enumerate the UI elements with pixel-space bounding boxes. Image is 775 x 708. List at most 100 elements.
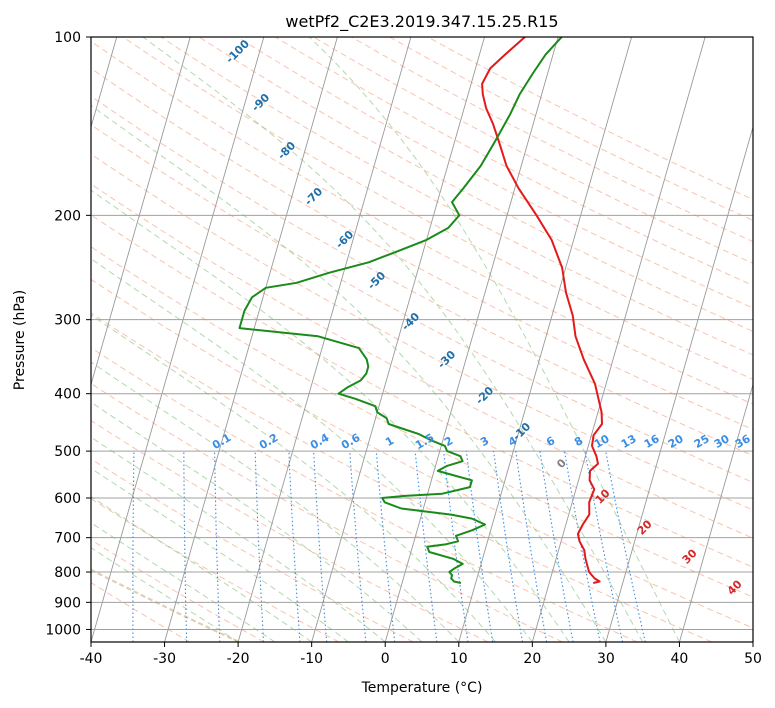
moist-adiabat [91,547,239,642]
mixing-ratio-label: 0.2 [257,431,280,452]
dry-adiabat [275,37,753,287]
dry-adiabat [91,246,753,598]
y-tick-label: 200 [54,208,81,224]
moist-adiabat [142,37,644,642]
isotherm [91,37,191,387]
dry-adiabat [91,568,240,642]
mixing-ratio-line [539,451,574,642]
dry-adiabat [91,312,712,642]
mixing-ratio-line [83,451,87,642]
x-tick-label: 20 [523,651,541,667]
moist-adiabat [91,522,276,642]
mixing-ratio-label: 30 [712,432,732,451]
dry-adiabat [91,67,753,431]
isotherm-label: -80 [275,139,298,162]
x-tick-label: -40 [80,651,103,667]
moist-adiabat [91,467,349,642]
isotherm-label: -20 [473,384,496,407]
moist-adiabat [91,496,312,642]
y-tick-label: 300 [54,313,81,329]
y-tick-label: 1000 [45,622,81,638]
isotherm [531,37,706,642]
x-tick-label: 10 [450,651,468,667]
y-tick-label: 800 [54,565,81,581]
moist-adiabat [91,401,423,642]
mixing-ratio-label: 13 [619,432,639,451]
plot-area [83,37,753,642]
isotherm [311,37,485,642]
dry-adiabat [91,124,753,483]
mixing-ratio-line [414,451,438,642]
mixing-ratio-label: 8 [572,434,585,449]
y-axis-title: Pressure (hPa) [12,290,28,390]
y-axis: 100 200 300 400 500 600 700 800 900 1000 [45,30,91,638]
dry-adiabat [91,183,753,539]
y-tick-label: 500 [54,444,81,460]
mixing-ratio-label: 0.4 [308,431,332,452]
mixing-ratio-label: 0.1 [210,431,233,452]
mixing-ratio-line [443,451,469,642]
isotherm-label: 20 [635,517,655,537]
x-axis-title: Temperature (°C) [361,680,483,696]
x-tick-label: 0 [381,651,390,667]
mixing-ratio-line [375,451,396,642]
mixing-ratio-line [288,451,301,642]
mixing-ratio-label: 25 [692,432,712,451]
y-tick-label: 600 [54,491,81,507]
moist-adiabat [91,361,460,642]
dry-adiabat [198,37,753,332]
dry-adiabat [91,347,638,642]
dry-adiabat [351,37,753,243]
isotherm-label: 40 [725,577,745,597]
x-tick-label: -10 [300,651,323,667]
moist-adiabat [91,104,607,642]
plot-frame [90,36,754,643]
moist-adiabat [91,314,496,642]
dry-adiabat [91,498,340,642]
mixing-ratio-label: 0.6 [339,431,363,452]
mixing-ratio-label: 16 [642,432,662,451]
isotherm-label: 30 [680,546,700,566]
mixing-ratio-line [584,451,624,642]
y-tick-label: 400 [54,387,81,403]
y-tick-label: 700 [54,531,81,547]
mixing-ratio-label: 6 [544,434,557,449]
mixing-ratio-line [214,451,221,642]
y-tick-label: 900 [54,595,81,611]
mixing-ratio-label: 3 [478,434,491,449]
dry-adiabat [91,214,753,568]
y-tick-label: 100 [54,30,81,46]
isotherm [91,37,265,642]
isotherm-label: -90 [249,91,272,114]
dry-adiabat [91,95,753,457]
dry-adiabat [91,382,563,642]
isotherm-label: -30 [435,348,458,371]
isotherm [679,382,753,642]
dry-adiabat [160,37,753,356]
x-tick-label: -30 [153,651,176,667]
mixing-ratio-line [493,451,524,642]
isotherm [164,37,338,642]
mixing-ratio-line [515,451,548,642]
mixing-ratio-label: 20 [666,432,686,451]
dry-adiabat [91,278,753,629]
dry-adiabat [313,37,753,264]
chart-title: wetPf2_C2E3.2019.347.15.25.R15 [285,12,558,32]
dewpoint-profile [238,37,563,584]
isotherm [752,640,753,642]
mixing-ratio-line [605,450,646,642]
x-tick-label: 30 [597,651,615,667]
x-tick-label: 40 [671,651,689,667]
mixing-ratio-label: 1 [383,434,396,449]
isotherm [458,37,633,642]
moist-adiabat [91,189,570,642]
dry-adiabat [91,153,753,511]
dry-adiabat [427,37,753,201]
x-tick-label: -20 [227,651,250,667]
isotherm-label: -50 [365,269,388,292]
dry-adiabat [91,40,753,405]
x-axis: -40 -30 -20 -10 0 10 20 30 40 50 [80,642,762,667]
moist-adiabat [91,258,533,642]
mixing-ratio-line [132,451,135,642]
